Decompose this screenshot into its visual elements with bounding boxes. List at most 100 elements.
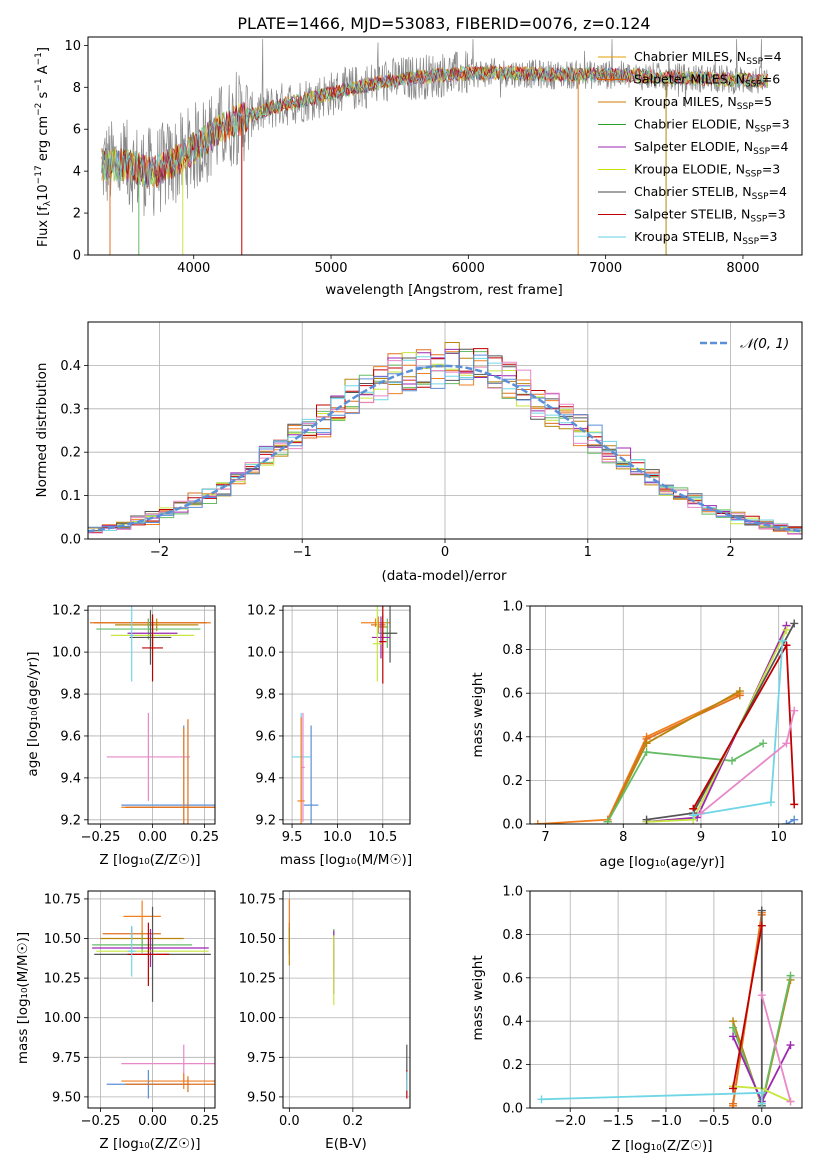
spectrum-ylabel: Flux [fλ10−17 erg cm−2 s−1 A−1] — [34, 47, 53, 247]
y-tick-label: 10.75 — [44, 892, 81, 907]
weight-age-ylabel: mass weight — [470, 672, 486, 757]
weight-marker — [735, 687, 744, 696]
y-tick-label: 0 — [73, 249, 81, 264]
y-tick-label: 6 — [73, 123, 81, 138]
x-tick-label: 0.25 — [190, 830, 219, 845]
weight-marker — [696, 809, 705, 818]
plot-area — [92, 900, 215, 1099]
residual-xlabel: (data-model)/error — [381, 568, 507, 584]
weight-marker — [642, 748, 651, 757]
age-z-xlabel: Z [log₁₀(Z/Z☉)] — [99, 852, 200, 868]
weight-marker — [766, 798, 775, 807]
axes-frame — [282, 890, 411, 1109]
y-tick-label: 0.0 — [60, 533, 81, 548]
y-tick-label: 0.4 — [502, 730, 523, 745]
y-tick-label: 0.6 — [502, 971, 523, 986]
y-tick-label: 10.2 — [52, 604, 81, 619]
weight-marker — [757, 906, 766, 915]
legend-label: Salpeter ELODIE, NSSP=4 — [634, 139, 789, 157]
y-tick-label: 0.4 — [60, 359, 81, 374]
weight-line — [700, 710, 796, 814]
x-tick-label: 10.0 — [323, 830, 352, 845]
spectrum-legend: Chabrier MILES, NSSP=4 Salpeter MILES, NS… — [598, 49, 790, 247]
weight-marker — [729, 1032, 738, 1041]
weight-line — [732, 925, 763, 1089]
residual-ylabel: Normed distribution — [34, 363, 50, 498]
weight-marker — [603, 817, 612, 824]
spectrum-panel: 4000 5000 6000 7000 8000 0 2 4 6 8 10 wavelength [… — [34, 36, 803, 298]
weight-line — [646, 629, 788, 823]
legend-label: Kroupa MILES, NSSP=5 — [634, 94, 772, 112]
weight-marker — [782, 739, 791, 748]
weight-line — [606, 694, 741, 823]
model-spectrum — [101, 65, 768, 187]
weight-line — [606, 690, 741, 823]
weight-marker — [786, 971, 795, 980]
x-tick-label: 6000 — [452, 261, 485, 276]
weight-marker — [757, 1099, 766, 1108]
y-tick-label: 0.4 — [502, 1015, 523, 1030]
axes-frame — [529, 890, 803, 1109]
residual-plot: −2 −1 0 1 2 0.0 0.1 0.2 0.3 0.4 — [60, 321, 803, 560]
x-tick-label: 7000 — [589, 261, 622, 276]
weight-marker — [729, 1099, 738, 1108]
age-vs-z-plot: −0.25 0.00 0.25 9.2 9.4 9.6 9.8 10.0 10.2 — [52, 604, 219, 845]
weight-line — [760, 994, 792, 1102]
mass-vs-z-plot: −0.25 0.00 0.25 9.50 9.75 10.00 10.25 10.50 10.7… — [44, 890, 219, 1129]
y-tick-label: 2 — [73, 207, 81, 222]
y-tick-label: 10.50 — [44, 932, 81, 947]
weight-marker — [782, 625, 791, 634]
y-tick-label: 9.8 — [255, 688, 276, 703]
legend-label: Chabrier STELIB, NSSP=4 — [634, 184, 787, 202]
x-tick-label: 9 — [697, 830, 705, 845]
y-tick-label: 0.2 — [502, 1058, 523, 1073]
y-tick-label: 9.4 — [60, 771, 81, 786]
y-tick-label: 9.6 — [60, 729, 81, 744]
weight-z-xlabel: Z [log₁₀(Z/Z☉)] — [611, 1138, 712, 1154]
y-tick-label: 0.1 — [60, 489, 81, 504]
weight-marker — [759, 739, 768, 748]
y-tick-label: 10.00 — [239, 1011, 276, 1026]
x-tick-label: 8 — [619, 830, 627, 845]
axes-frame — [87, 321, 803, 540]
x-tick-label: −0.5 — [698, 1114, 730, 1129]
weight-marker — [729, 1023, 738, 1032]
y-tick-label: 10.0 — [52, 646, 81, 661]
x-tick-label: 0.25 — [190, 1114, 219, 1129]
legend-label: Kroupa ELODIE, NSSP=3 — [634, 162, 780, 180]
legend-label: Chabrier MILES, NSSP=4 — [634, 49, 782, 67]
legend-label: Salpeter STELIB, NSSP=3 — [634, 207, 786, 225]
weight-marker — [642, 815, 651, 824]
x-tick-label: 5000 — [314, 261, 347, 276]
x-tick-label: 0.0 — [751, 1114, 772, 1129]
weight-marker — [757, 1088, 766, 1097]
spectrum-plot: 4000 5000 6000 7000 8000 0 2 4 6 8 10 — [64, 36, 803, 276]
y-tick-label: 10 — [64, 39, 81, 54]
axes-frame — [282, 605, 411, 825]
weight-marker — [642, 739, 651, 748]
y-tick-label: 10.2 — [247, 604, 276, 619]
mass-ebv-xlabel: E(B-V) — [325, 1136, 367, 1152]
weight-vs-z-plot: −2.0 −1.5 −1.0 −0.5 0.0 0.0 0.2 0.4 0.6 0.8 1.0 — [502, 885, 803, 1129]
y-tick-label: 0.3 — [60, 402, 81, 417]
weight-marker — [790, 800, 799, 809]
x-tick-label: 8000 — [726, 261, 759, 276]
weight-marker — [778, 636, 787, 645]
x-tick-label: −1 — [293, 545, 312, 560]
plot-area — [292, 606, 398, 824]
weight-vs-age-plot: 7 8 9 10 0.0 0.2 0.4 0.6 0.8 1.0 — [502, 600, 803, 845]
age-vs-mass-plot: 9.5 10.0 10.5 9.2 9.4 9.6 9.8 10.0 10.2 — [247, 604, 411, 845]
x-tick-label: 2 — [726, 545, 734, 560]
plot-area — [101, 39, 769, 255]
weight-age-xlabel: age [log₁₀(age/yr)] — [599, 854, 724, 870]
y-tick-label: 10.50 — [239, 932, 276, 947]
gaussian-legend-label: 𝒩(0, 1) — [740, 336, 789, 352]
axes-frame — [87, 36, 803, 256]
y-tick-label: 8 — [73, 81, 81, 96]
y-tick-label: 0.2 — [60, 446, 81, 461]
y-tick-label: 0.0 — [502, 818, 523, 833]
weight-marker — [689, 811, 698, 820]
x-tick-label: 9.5 — [282, 830, 303, 845]
y-tick-label: 9.50 — [247, 1090, 276, 1105]
